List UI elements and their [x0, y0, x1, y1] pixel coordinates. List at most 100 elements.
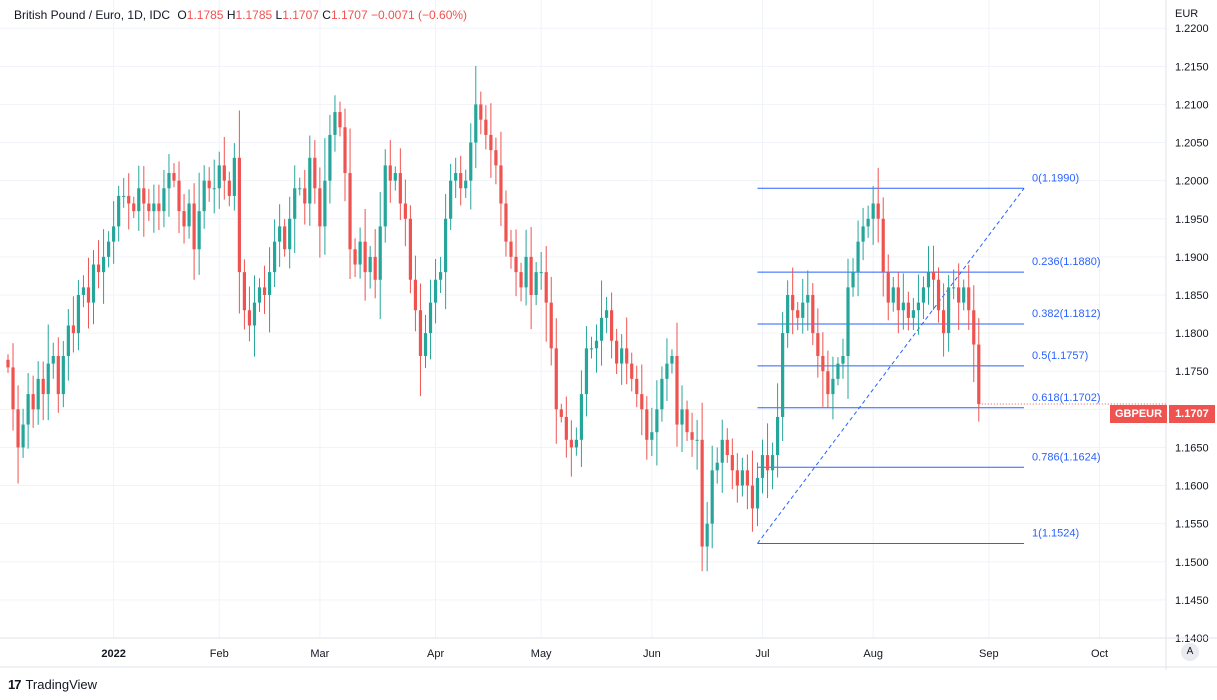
candle-body — [524, 256, 528, 288]
candle-body — [278, 226, 282, 242]
candle-up — [433, 258, 438, 324]
candle-body — [227, 180, 231, 196]
candle-body — [247, 310, 252, 326]
high-label: H — [226, 8, 236, 22]
candle-body — [620, 348, 624, 364]
candle-up — [660, 366, 664, 422]
candle-down — [504, 190, 508, 257]
candle-down — [569, 420, 573, 477]
candle-down — [388, 140, 392, 203]
candle-body — [941, 310, 946, 334]
candle-down — [957, 263, 961, 331]
candle-down — [931, 245, 936, 310]
candle-body — [896, 287, 900, 311]
candle-body — [770, 455, 775, 471]
candle-body — [122, 195, 126, 197]
candle-up — [423, 314, 428, 369]
candle-up — [921, 276, 926, 320]
candle-up — [187, 189, 191, 239]
candle-body — [217, 165, 221, 189]
candle-down — [489, 103, 493, 178]
candle-body — [96, 264, 101, 273]
candle-body — [690, 432, 694, 440]
candle-body — [599, 317, 604, 341]
candle-up — [755, 462, 760, 527]
candle-body — [781, 333, 785, 417]
candle-body — [202, 180, 206, 212]
candle-down — [363, 209, 367, 301]
y-tick-label: 1.1500 — [1175, 557, 1209, 569]
fibonacci-retracement[interactable]: 0(1.1990) 0.236(1.1880) 0.382(1.1812) 0.5(1… — [757, 172, 1101, 544]
y-tick-label: 1.1950 — [1175, 214, 1209, 226]
candle-body — [871, 203, 875, 219]
candle-body — [76, 294, 81, 334]
candle-body — [670, 355, 674, 364]
candle-down — [6, 354, 10, 373]
candle-up — [891, 277, 895, 312]
candle-body — [725, 439, 729, 456]
candle-down — [886, 254, 890, 321]
candle-body — [232, 157, 236, 196]
candle-body — [358, 241, 362, 265]
candle-up — [469, 123, 473, 210]
candle-up — [781, 312, 785, 442]
candle-body — [755, 477, 760, 509]
candle-body — [831, 378, 835, 395]
candle-up — [599, 280, 604, 366]
candle-body — [454, 173, 458, 181]
candle-up — [278, 204, 282, 267]
candle-body — [469, 142, 473, 181]
candle-up — [122, 178, 126, 208]
candle-up — [952, 269, 956, 300]
fib-level-label: 0(1.1990) — [1032, 172, 1079, 184]
candle-body — [383, 165, 387, 227]
candle-up — [267, 247, 272, 333]
candle-up — [272, 219, 277, 287]
candle-body — [177, 180, 181, 212]
candle-body — [765, 455, 770, 471]
candle-up — [594, 324, 599, 373]
candle-body — [509, 241, 513, 257]
candle-body — [967, 287, 971, 311]
candle-body — [328, 134, 332, 181]
candle-body — [36, 378, 40, 410]
candle-body — [710, 470, 714, 524]
candle-down — [227, 171, 231, 207]
candle-up — [871, 186, 875, 245]
candle-body — [901, 302, 905, 311]
auto-scale-button[interactable]: A — [1181, 643, 1199, 661]
candle-up — [449, 163, 453, 230]
candle-body — [876, 203, 880, 219]
candle-down — [499, 131, 503, 226]
candle-body — [21, 424, 25, 448]
candle-up — [589, 336, 594, 359]
fib-level-label: 0.236(1.1880) — [1032, 256, 1101, 268]
candle-down — [700, 402, 704, 572]
candle-up — [212, 159, 216, 214]
candle-up — [866, 205, 870, 238]
candle-body — [323, 180, 327, 227]
candle-body — [489, 134, 493, 151]
candle-body — [695, 439, 699, 441]
candle-down — [544, 246, 548, 342]
candle-body — [645, 409, 649, 440]
candle-down — [207, 167, 211, 202]
candle-down — [765, 423, 770, 499]
candle-body — [117, 195, 121, 227]
candle-up — [916, 274, 921, 335]
candle-body — [157, 203, 161, 212]
fib-level-label: 0.5(1.1757) — [1032, 350, 1088, 362]
candle-up — [695, 419, 699, 470]
tradingview-logo[interactable]: 17 TradingView — [8, 677, 97, 692]
candle-up — [117, 185, 121, 242]
candle-body — [861, 226, 865, 242]
y-tick-label: 1.1800 — [1175, 328, 1209, 340]
candle-down — [941, 283, 946, 357]
grid-layer — [0, 0, 1166, 639]
candle-body — [745, 470, 750, 486]
candle-up — [584, 326, 589, 417]
candle-up — [720, 419, 724, 493]
x-tick-label: Jun — [643, 648, 661, 660]
candle-down — [675, 322, 679, 447]
